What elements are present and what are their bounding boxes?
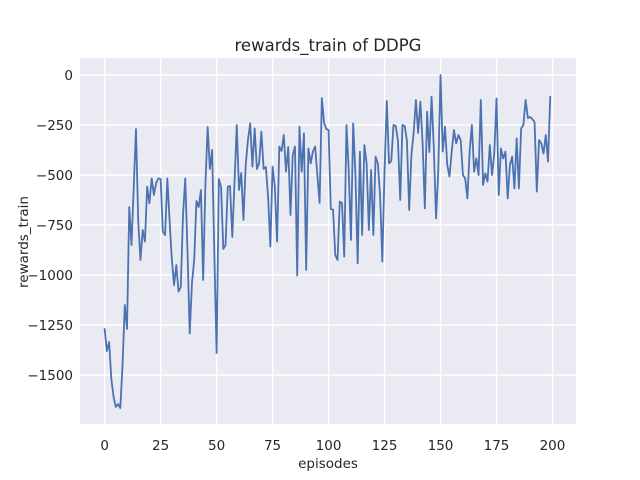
y-tick-label: −250 [36, 118, 73, 134]
x-tick-label: 200 [540, 438, 566, 454]
reward-line-series [103, 74, 552, 409]
y-tick-label: −1250 [27, 318, 73, 334]
x-tick-label: 50 [208, 438, 225, 454]
x-tick-label: 100 [316, 438, 342, 454]
y-tick-label: −500 [36, 168, 73, 184]
y-tick-label: −750 [36, 218, 73, 234]
y-tick-label: 0 [64, 68, 73, 84]
x-tick-label: 125 [372, 438, 398, 454]
x-tick-label: 75 [264, 438, 281, 454]
x-axis-label: episodes [298, 456, 358, 472]
x-tick-label: 175 [484, 438, 510, 454]
chart-title: rewards_train of DDPG [234, 36, 422, 55]
x-tick-label: 150 [428, 438, 454, 454]
x-tick-label: 25 [152, 438, 169, 454]
y-axis-label: rewards_train [16, 196, 32, 288]
y-tick-label: −1000 [27, 268, 73, 284]
x-tick-label: 0 [100, 438, 109, 454]
y-tick-label: −1500 [27, 368, 73, 384]
